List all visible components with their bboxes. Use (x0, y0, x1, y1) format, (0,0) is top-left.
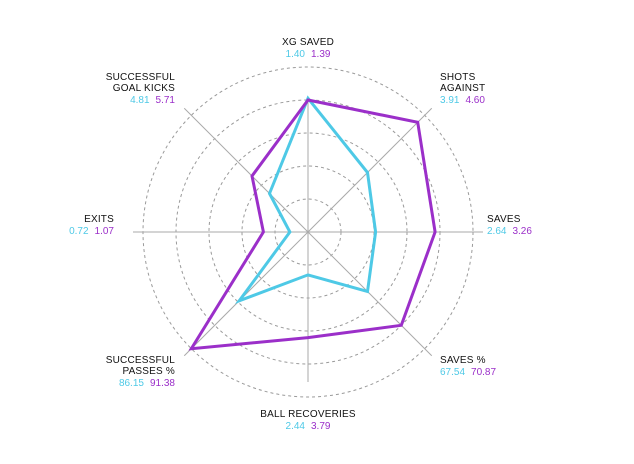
series-0-value: 2.64 (487, 226, 507, 237)
axis-label-line: AGAINST (440, 83, 485, 94)
axis-label: SUCCESSFUL GOAL KICKS (106, 72, 175, 94)
series-layer (188, 95, 437, 351)
axis-spoke (307, 231, 433, 357)
axis-spoke (183, 107, 309, 233)
series-1-value: 4.60 (465, 95, 485, 106)
axis-label-line: SUCCESSFUL (106, 355, 175, 366)
series-0-value: 3.91 (440, 95, 460, 106)
axis-label-line: SAVES (487, 214, 521, 225)
axis-values: 2.64 3.26 (487, 226, 532, 237)
axis-label-line: SHOTS (440, 72, 476, 83)
series-0-value: 67.54 (440, 367, 465, 378)
axis-label: SAVES (487, 214, 521, 225)
axis-label-line: XG SAVED (282, 37, 334, 48)
axis-label: SHOTS AGAINST (440, 72, 485, 94)
series-1-value: 3.26 (512, 226, 532, 237)
axis-label: SAVES % (440, 355, 486, 366)
series-0-line (234, 95, 378, 304)
axis-label-line: PASSES % (122, 366, 175, 377)
series-1-value: 1.07 (95, 226, 115, 237)
series-1-value: 5.71 (156, 95, 176, 106)
axis-values: 67.54 70.87 (440, 367, 496, 378)
axis-label: BALL RECOVERIES (260, 409, 356, 420)
axis-values: 2.44 3.79 (286, 421, 331, 432)
axis-spoke (307, 107, 433, 233)
axis-label-line: BALL RECOVERIES (260, 409, 356, 420)
axis-label-line: EXITS (84, 214, 114, 225)
series-0-value: 0.72 (69, 226, 89, 237)
axis-label-line: SUCCESSFUL (106, 72, 175, 83)
axis-values: 4.81 5.71 (130, 95, 175, 106)
axis-label-line: SAVES % (440, 355, 486, 366)
series-1-line (188, 98, 437, 351)
series-0-value: 86.15 (119, 378, 144, 389)
axis-label-line: GOAL KICKS (113, 83, 175, 94)
axis-label: EXITS (84, 214, 114, 225)
axis-label: SUCCESSFUL PASSES % (106, 355, 175, 377)
series-1-value: 1.39 (311, 49, 331, 60)
series-0-value: 4.81 (130, 95, 150, 106)
grid-spokes (133, 97, 483, 382)
series-1-value: 91.38 (150, 378, 175, 389)
series-1-value: 70.87 (471, 367, 496, 378)
series-0-value: 1.40 (286, 49, 306, 60)
axis-label: XG SAVED (282, 37, 334, 48)
axis-values: 3.91 4.60 (440, 95, 485, 106)
series-1-value: 3.79 (311, 421, 331, 432)
axis-values: 86.15 91.38 (119, 378, 175, 389)
axis-values: 1.40 1.39 (286, 49, 331, 60)
series-0-value: 2.44 (286, 421, 306, 432)
axis-values: 0.72 1.07 (69, 226, 114, 237)
